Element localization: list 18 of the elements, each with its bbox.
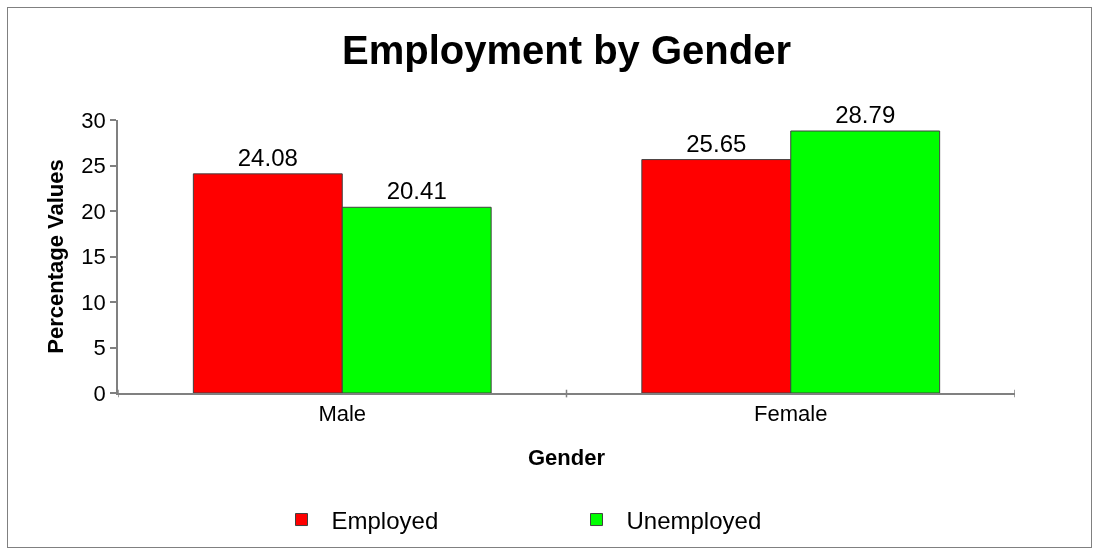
legend-label: Unemployed <box>626 506 762 534</box>
legend-label: Employed <box>331 506 439 534</box>
y-tick-label: 10 <box>81 289 106 315</box>
data-label: 28.79 <box>835 101 896 129</box>
y-axis-title: Percentage Values <box>42 159 68 354</box>
chart-title: Employment by Gender <box>342 28 791 72</box>
y-tick-label: 20 <box>81 198 106 224</box>
data-label: 20.41 <box>386 177 447 205</box>
y-tick-label: 25 <box>81 153 106 179</box>
x-tick-label: Male <box>318 401 367 427</box>
x-tick-label: Female <box>754 401 828 427</box>
y-tick-label: 30 <box>81 107 106 133</box>
y-tick-label: 0 <box>93 380 106 406</box>
data-label: 24.08 <box>237 143 298 171</box>
data-label: 25.65 <box>686 129 747 157</box>
y-tick-label: 5 <box>93 335 106 361</box>
x-axis-title: Gender <box>527 444 606 470</box>
y-tick-label: 15 <box>81 244 106 270</box>
